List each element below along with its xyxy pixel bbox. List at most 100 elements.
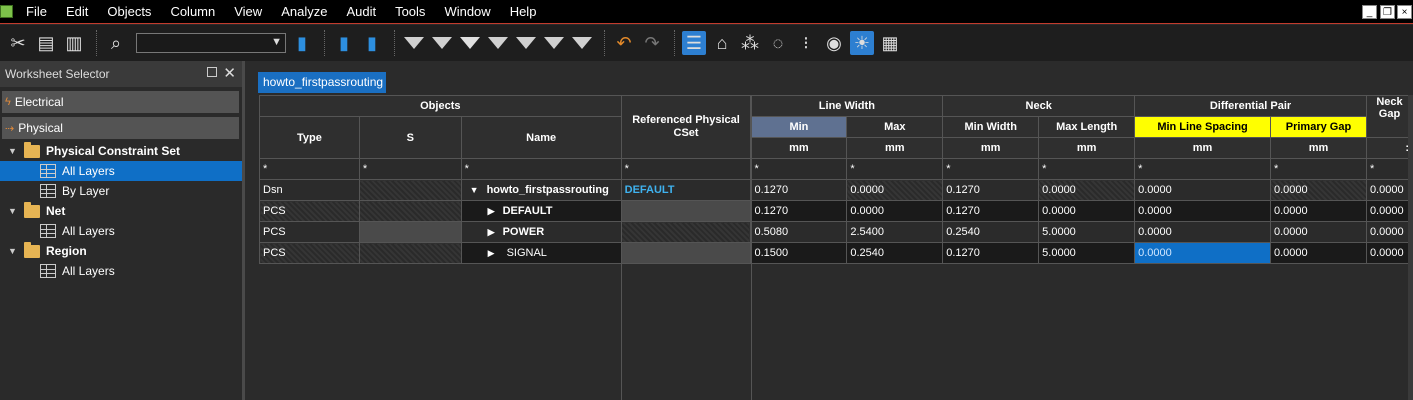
paste-icon[interactable]: ▥ [65,32,83,53]
tree-item-net[interactable]: ▼ Net [0,201,242,221]
cell-neck-min[interactable]: 0.2540 [942,221,1040,243]
filter-cell[interactable]: * [750,158,848,180]
menu-audit[interactable]: Audit [346,3,377,19]
menu-file[interactable]: File [26,3,47,19]
header-neck-gap[interactable]: Neck Gap [1365,95,1413,138]
header-ref-cset[interactable]: Referenced Physical CSet [620,95,752,159]
cell-neck-min[interactable]: 0.1270 [942,242,1040,264]
prev-bookmark-icon[interactable]: ▮ [367,32,377,53]
nets-icon[interactable]: ⁂ [741,32,759,53]
eye-icon[interactable]: ◉ [826,32,842,53]
cell-s[interactable] [358,200,462,222]
tab-physical[interactable]: ⇢ Physical [2,117,239,139]
vertical-scrollbar[interactable] [1408,95,1413,400]
cell-dp-gap[interactable]: 0.0000 [1270,200,1367,222]
table-row[interactable]: PCS ▶ DEFAULT 0.1270 0.0000 0.1270 0.0000… [259,200,1413,222]
close-icon[interactable]: ✕ [223,65,236,82]
cell-name[interactable]: ▶ SIGNAL [460,242,622,264]
expand-arrow-icon[interactable]: ▶ [487,227,495,237]
filter-cell[interactable]: * [259,158,360,180]
find-combobox[interactable] [136,33,286,53]
worksheet-icon[interactable]: ☰ [682,31,706,55]
cell-name[interactable]: ▶ POWER [460,221,622,243]
minimize-button[interactable]: _ [1362,5,1377,19]
tree-item-region[interactable]: ▼ Region [0,241,242,261]
collapse-arrow-icon[interactable]: ▼ [469,185,479,195]
cell-cset[interactable] [620,242,752,264]
tree-item-pcs-all-layers[interactable]: All Layers [0,161,242,181]
tag-icon[interactable]: ⌂ [716,32,728,53]
filter-cell[interactable]: * [942,158,1040,180]
tab-electrical[interactable]: ϟ Electrical [2,91,239,113]
cell-cset[interactable] [620,200,752,222]
expand-arrow-icon[interactable]: ▼ [8,146,17,156]
cell-neck-gap[interactable]: 0.0000 [1365,200,1413,222]
cell-neck-gap[interactable]: 0.0000 [1365,179,1413,201]
cell-s[interactable] [358,242,462,264]
menu-help[interactable]: Help [509,3,537,19]
expand-arrow-icon[interactable]: ▶ [487,248,495,258]
cell-dp-gap[interactable]: 0.0000 [1270,179,1367,201]
menu-view[interactable]: View [234,3,263,19]
copy-icon[interactable]: ▤ [37,32,55,53]
cell-lw-min[interactable]: 0.5080 [750,221,848,243]
filter-cell[interactable]: * [846,158,944,180]
filter-cell[interactable]: * [358,158,462,180]
cell-neck-min[interactable]: 0.1270 [942,200,1040,222]
scissors-icon[interactable]: ✂ [10,32,26,53]
col-s[interactable]: S [358,116,462,159]
filter-cell[interactable]: * [1134,158,1271,180]
tree-item-pcs-by-layer[interactable]: By Layer [0,181,242,201]
redo-icon[interactable]: ↷ [644,32,660,53]
col-name[interactable]: Name [460,116,622,159]
cell-neck-gap[interactable]: 0.0000 [1365,221,1413,243]
filter-7-icon[interactable] [570,31,594,55]
menu-tools[interactable]: Tools [395,3,426,19]
cell-cset[interactable]: DEFAULT [620,179,752,201]
cell-type[interactable]: PCS [259,200,360,222]
cell-dp-min[interactable]: 0.0000 [1134,221,1271,243]
col-neck-min-width[interactable]: Min Width [942,116,1040,138]
menu-column[interactable]: Column [170,3,216,19]
cell-neck-max[interactable]: 5.0000 [1038,221,1136,243]
col-lw-min[interactable]: Min [750,116,848,138]
filter-6-icon[interactable] [542,31,566,55]
cell-type[interactable]: PCS [259,242,360,264]
cell-dp-min[interactable]: 0.0000 [1134,179,1271,201]
cell-name[interactable]: ▶ DEFAULT [460,200,622,222]
filter-cell[interactable]: * [1038,158,1136,180]
tree-item-net-all-layers[interactable]: All Layers [0,221,242,241]
bookmark-icon[interactable]: ▮ [297,32,307,53]
menu-analyze[interactable]: Analyze [281,3,328,19]
cell-type[interactable]: PCS [259,221,360,243]
col-lw-max[interactable]: Max [846,116,944,138]
restore-button[interactable]: ❐ [1380,5,1395,19]
cell-lw-max[interactable]: 0.0000 [846,179,944,201]
cell-lw-min[interactable]: 0.1500 [750,242,848,264]
menu-objects[interactable]: Objects [107,3,152,19]
table-row[interactable]: PCS ▶ POWER 0.5080 2.5400 0.2540 5.0000 0… [259,221,1413,243]
cell-neck-min[interactable]: 0.1270 [942,179,1040,201]
worksheet-tab[interactable]: howto_firstpassrouting [258,72,386,93]
expand-arrow-icon[interactable]: ▶ [487,206,495,216]
tree-item-region-all-layers[interactable]: All Layers [0,261,242,281]
cell-lw-max[interactable]: 2.5400 [846,221,944,243]
col-dp-primary-gap[interactable]: Primary Gap [1270,116,1367,138]
cell-lw-max[interactable]: 0.0000 [846,200,944,222]
filter-2-icon[interactable] [430,31,454,55]
col-dp-min-line-spacing[interactable]: Min Line Spacing [1134,116,1271,138]
expand-arrow-icon[interactable]: ▼ [8,246,17,256]
close-button[interactable]: × [1397,5,1412,19]
filter-4-icon[interactable] [486,31,510,55]
cell-dp-min[interactable]: 0.0000 [1134,200,1271,222]
grid-dots-icon[interactable]: ⁝ [803,32,809,53]
cell-name[interactable]: ▼ howto_firstpassrouting [460,179,622,201]
table-row[interactable]: Dsn ▼ howto_firstpassrouting DEFAULT 0.12… [259,179,1413,201]
col-type[interactable]: Type [259,116,360,159]
shapes-icon[interactable]: ◌ [772,32,784,53]
cell-type[interactable]: Dsn [259,179,360,201]
cell-neck-max[interactable]: 0.0000 [1038,179,1136,201]
tree-item-physical-constraint-set[interactable]: ▼ Physical Constraint Set [0,141,242,161]
cell-neck-gap[interactable]: 0.0000 [1365,242,1413,264]
cell-dp-gap[interactable]: 0.0000 [1270,242,1367,264]
